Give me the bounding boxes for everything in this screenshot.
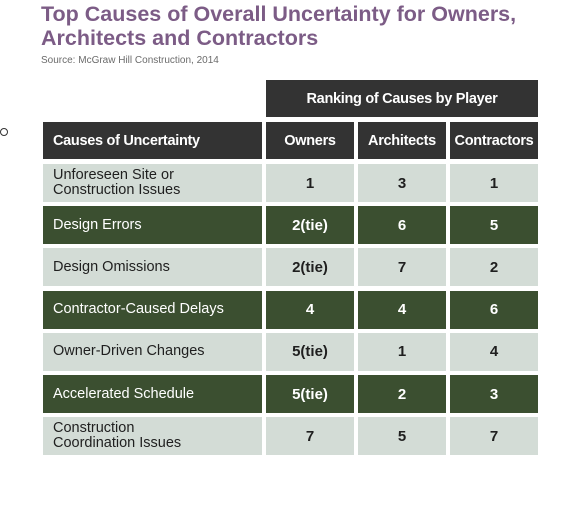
owners-rank-cell: 4	[266, 290, 354, 329]
cause-label: Owner-Driven Changes	[53, 343, 205, 360]
owners-rank: 5(tie)	[292, 385, 328, 403]
cause-cell: Owner-Driven Changes	[43, 332, 262, 371]
cause-cell: Accelerated Schedule	[43, 375, 262, 413]
header-architects: Architects	[358, 122, 446, 159]
architects-rank: 7	[397, 258, 407, 276]
architects-rank-cell: 3	[358, 164, 446, 202]
header-causes: Causes of Uncertainty	[43, 122, 262, 159]
cause-cell: Construction Coordination Issues	[43, 417, 262, 456]
contractors-rank-cell: 2	[450, 248, 538, 287]
cause-label: Contractor-Caused Delays	[53, 301, 224, 318]
cause-label: Design Omissions	[53, 258, 170, 275]
table-row: Owner-Driven Changes 5(tie) 1 4	[43, 332, 538, 371]
owners-rank: 2(tie)	[292, 258, 328, 276]
cause-cell: Unforeseen Site or Construction Issues	[43, 164, 262, 202]
architects-rank-cell: 5	[358, 417, 446, 456]
contractors-rank: 3	[489, 385, 499, 403]
cause-cell: Design Omissions	[43, 248, 262, 287]
cause-label: Design Errors	[53, 216, 142, 233]
owners-rank-cell: 7	[266, 417, 354, 456]
cause-cell: Design Errors	[43, 206, 262, 245]
cause-cell: Contractor-Caused Delays	[43, 290, 262, 329]
architects-rank-cell: 7	[358, 248, 446, 287]
contractors-rank-cell: 3	[450, 375, 538, 413]
architects-rank: 2	[397, 385, 407, 403]
table-row: Design Omissions 2(tie) 7 2	[43, 248, 538, 287]
header-contractors: Contractors	[450, 122, 538, 159]
architects-rank-cell: 6	[358, 206, 446, 245]
owners-rank: 7	[305, 427, 315, 445]
contractors-rank: 6	[489, 301, 499, 319]
contractors-rank: 2	[489, 258, 499, 276]
cause-label: Construction Coordination Issues	[53, 420, 182, 452]
contractors-rank-cell: 7	[450, 417, 538, 456]
architects-rank: 4	[397, 301, 407, 319]
header-owners: Owners	[266, 122, 354, 159]
owners-rank-cell: 2(tie)	[266, 248, 354, 287]
table-row: Contractor-Caused Delays 4 4 6	[43, 290, 538, 329]
architects-rank: 5	[397, 427, 407, 445]
owners-rank: 4	[305, 301, 315, 319]
owners-rank: 1	[305, 174, 315, 192]
chart-title: Top Causes of Overall Uncertainty for Ow…	[41, 2, 517, 50]
contractors-rank: 7	[489, 427, 499, 445]
table-row: Unforeseen Site or Construction Issues 1 3…	[43, 164, 538, 202]
contractors-rank-cell: 5	[450, 206, 538, 245]
cause-label: Accelerated Schedule	[53, 385, 195, 402]
table-row: Design Errors 2(tie) 6 5	[43, 206, 538, 245]
cause-label: Unforeseen Site or Construction Issues	[53, 167, 181, 198]
table-row: Construction Coordination Issues 7 5 7	[43, 417, 538, 456]
owners-rank: 2(tie)	[292, 216, 328, 234]
contractors-rank: 4	[489, 343, 499, 361]
owners-rank-cell: 5(tie)	[266, 375, 354, 413]
owners-rank-cell: 2(tie)	[266, 206, 354, 245]
architects-rank: 3	[397, 174, 407, 192]
table-row: Accelerated Schedule 5(tie) 2 3	[43, 375, 538, 413]
contractors-rank-cell: 6	[450, 290, 538, 329]
owners-rank-cell: 5(tie)	[266, 332, 354, 371]
bullet-mark	[0, 128, 8, 136]
architects-rank: 1	[397, 343, 407, 361]
source-note: Source: McGraw Hill Construction, 2014	[41, 55, 219, 66]
contractors-rank-cell: 4	[450, 332, 538, 371]
owners-rank-cell: 1	[266, 164, 354, 202]
contractors-rank-cell: 1	[450, 164, 538, 202]
architects-rank-cell: 2	[358, 375, 446, 413]
architects-rank-cell: 4	[358, 290, 446, 329]
architects-rank-cell: 1	[358, 332, 446, 371]
owners-rank: 5(tie)	[292, 343, 328, 361]
ranking-group-header: Ranking of Causes by Player	[266, 80, 538, 117]
contractors-rank: 1	[489, 174, 499, 192]
table-header-row: Causes of Uncertainty Owners Architects …	[43, 122, 538, 159]
contractors-rank: 5	[489, 216, 499, 234]
architects-rank: 6	[397, 216, 407, 234]
